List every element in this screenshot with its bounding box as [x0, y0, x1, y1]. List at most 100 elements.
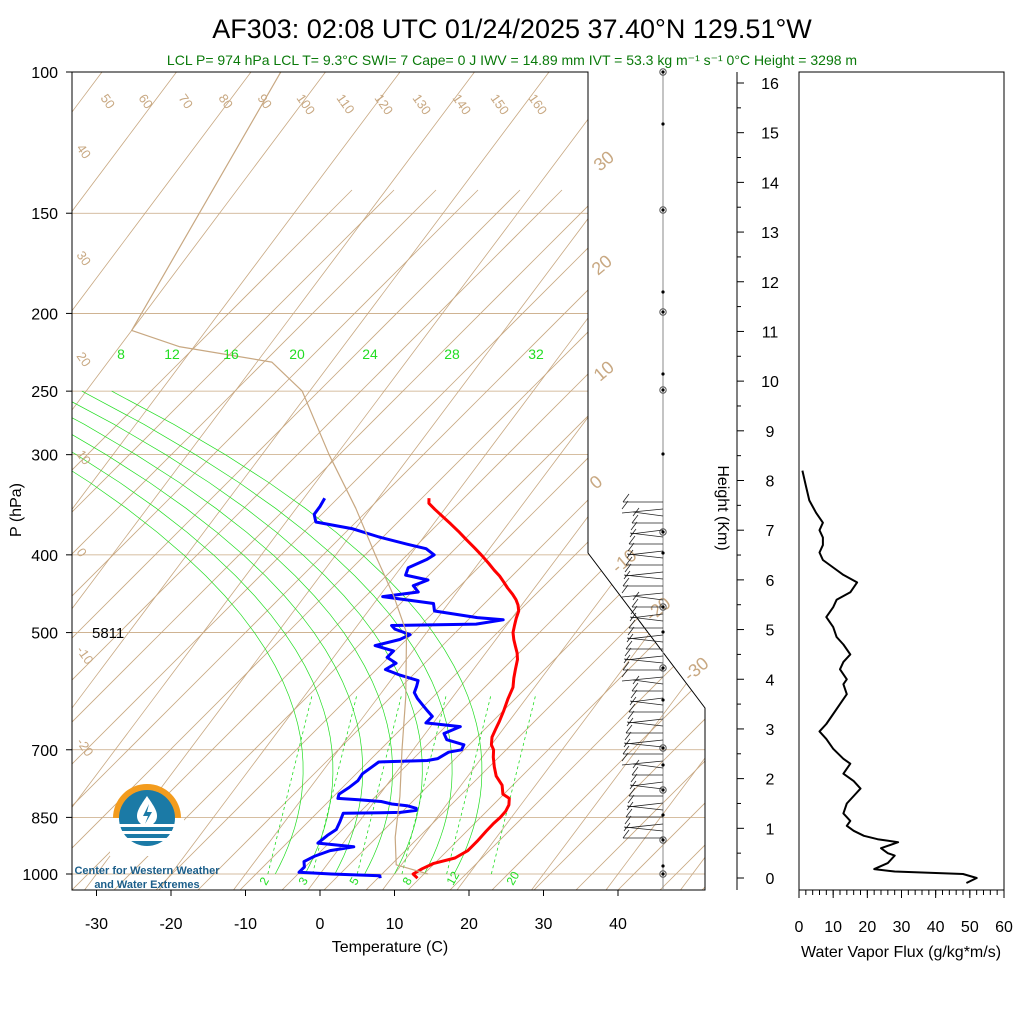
dry-adiabat-label: 70	[176, 91, 197, 111]
wind-barb-flag	[622, 577, 630, 587]
isotherm-label-right: 0	[586, 471, 607, 493]
isotherm	[381, 72, 705, 890]
wind-barb-shaft	[624, 571, 664, 577]
wind-barb-flag	[621, 500, 629, 510]
dry-adiabat	[323, 189, 705, 890]
flux-tick-label: 10	[824, 919, 842, 936]
y-axis-label: P (hPa)	[8, 483, 25, 537]
flux-line	[801, 470, 978, 884]
dry-adiabat-label: 120	[372, 91, 397, 117]
height-tick-label: 15	[761, 126, 779, 143]
wind-barb-flag	[629, 696, 637, 706]
chart-subtitle: LCL P= 974 hPa LCL T= 9.3°C SWI= 7 Cape=…	[167, 52, 857, 68]
wind-barb-flag	[626, 717, 634, 727]
height-tick-label: 5	[766, 623, 775, 640]
mixing-ratio-label-bottom: 12	[443, 869, 462, 888]
logo-bolt-icon	[143, 804, 152, 824]
wind-barb-flag	[628, 619, 636, 629]
wind-barb-flag	[630, 689, 638, 699]
y-tick-label: 500	[31, 626, 58, 643]
dry-adiabat	[744, 190, 1024, 890]
dry-adiabat	[491, 189, 705, 890]
flux-curve	[801, 470, 978, 884]
isotherm	[232, 72, 705, 890]
dry-adiabat	[72, 189, 521, 890]
wind-barb-flag	[628, 535, 636, 545]
wind-level-dot	[661, 838, 665, 842]
isotherm-label-left: -10	[74, 643, 97, 667]
wind-barb-flag	[623, 738, 631, 748]
dry-adiabat	[197, 189, 705, 890]
flux-tick-label: 20	[858, 919, 876, 936]
wind-barb-shaft	[626, 805, 664, 811]
wind-barb-shaft	[629, 616, 664, 622]
wind-barb-flag	[623, 570, 631, 580]
y-tick-label: 250	[31, 384, 58, 401]
skew-t-grid	[72, 72, 1024, 890]
logo-text-2: and Water Extremes	[94, 879, 199, 891]
wind-barb-shaft	[632, 679, 664, 685]
wind-barb-flag	[622, 493, 630, 503]
dry-adiabat	[575, 189, 705, 890]
dry-adiabat	[365, 189, 705, 890]
wind-barb-flag	[626, 801, 634, 811]
wind-barb-flag	[629, 780, 637, 790]
wind-barb-shaft	[629, 532, 664, 538]
calm-wind-marker	[659, 308, 667, 316]
dry-adiabat	[996, 190, 1024, 890]
isotherm	[157, 72, 705, 890]
height-tick-label: 2	[766, 772, 775, 789]
wind-barb-flag	[628, 703, 636, 713]
height-tick-label: 6	[766, 573, 775, 590]
logo-text-1: Center for Western Weather	[74, 865, 220, 877]
wind-barb-flag	[630, 773, 638, 783]
dry-adiabat	[786, 190, 1024, 890]
wind-barb-shaft	[632, 595, 664, 601]
flux-tick-label: 60	[995, 919, 1013, 936]
height-tick-label: 1	[766, 821, 775, 838]
wind-barb-flag	[623, 654, 631, 664]
y-tick-label: 200	[31, 306, 58, 323]
y-tick-label: 700	[31, 743, 58, 760]
logo-wave-2	[121, 831, 173, 834]
wind-barb-flag	[629, 528, 637, 538]
cw3e-logo: Center for Western Weather and Water Ext…	[74, 784, 220, 891]
wind-barb-shaft	[627, 802, 664, 808]
dry-adiabat	[72, 189, 689, 890]
wind-level-dot	[661, 208, 665, 212]
height-tick-label: 0	[766, 871, 775, 888]
dry-adiabat	[72, 189, 605, 890]
dry-adiabat-label: 140	[450, 91, 475, 117]
wind-barb-shaft	[632, 511, 664, 517]
wind-barb-shaft	[621, 508, 664, 514]
isotherm	[72, 72, 252, 890]
wind-barb-shaft	[632, 763, 664, 769]
logo-wave-3	[125, 838, 169, 841]
wind-level-dot	[661, 122, 665, 126]
dry-adiabat-label: 50	[98, 91, 119, 111]
wind-barb-flag	[631, 766, 639, 776]
wind-barb-flag	[632, 759, 640, 769]
dry-adiabat-label: 110	[334, 91, 358, 117]
y-tick-label: 100	[31, 65, 58, 82]
isotherm-label-left: -20	[74, 735, 97, 759]
isotherm	[72, 72, 550, 890]
mixing-ratio-label-bottom: 20	[503, 869, 522, 888]
isotherm-label-right: 10	[590, 357, 618, 385]
isotherm-label-right: -10	[608, 545, 641, 577]
dry-adiabat	[701, 189, 705, 890]
height-500-label: 5811	[92, 625, 124, 642]
isotherm-label-left: 20	[74, 349, 95, 369]
calm-wind-marker	[659, 386, 667, 394]
calm-wind-marker	[659, 786, 667, 794]
wind-barb-shaft	[621, 676, 664, 682]
mixing-ratio-label-top: 32	[528, 346, 544, 362]
isotherm-label-left: 40	[74, 141, 95, 161]
height-tick-label: 8	[766, 474, 775, 491]
wind-barb-flag	[631, 514, 639, 524]
wind-barb-flag	[631, 598, 639, 608]
wind-level-dot	[661, 698, 665, 702]
wind-barb-flag	[621, 668, 629, 678]
wind-level-dot	[661, 813, 665, 817]
wind-barb-flag	[631, 682, 639, 692]
